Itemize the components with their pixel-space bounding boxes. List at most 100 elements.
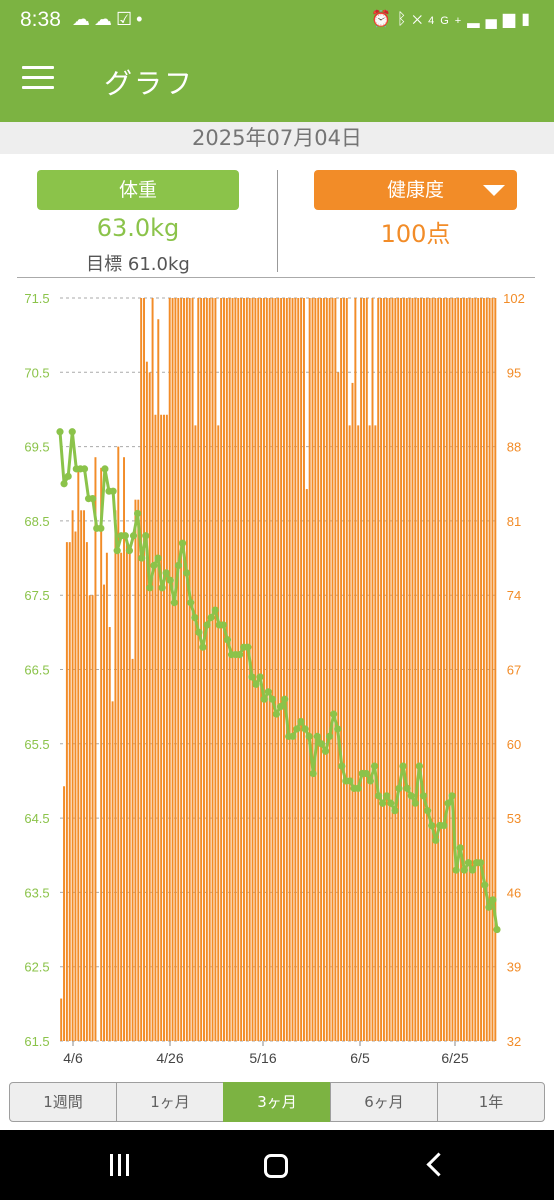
health-bar [177, 298, 180, 1041]
weight-point [142, 532, 150, 540]
weight-point [146, 584, 154, 592]
weight-point [178, 539, 187, 547]
health-bar [374, 425, 377, 1041]
health-bar [320, 298, 323, 1041]
recents-icon[interactable] [108, 1152, 132, 1176]
tab-6-months[interactable]: 6ヶ月 [330, 1082, 438, 1122]
weather-icon: ☁ [94, 9, 116, 29]
health-bar [117, 446, 120, 1042]
health-bar [200, 298, 203, 1041]
health-bar [494, 298, 497, 1041]
weight-point [187, 599, 195, 607]
health-bar [340, 298, 343, 1041]
back-icon[interactable] [424, 1152, 446, 1178]
health-bar [154, 414, 157, 1041]
y-left-tick-label: 65.5 [24, 737, 49, 752]
weight-point [444, 799, 452, 807]
check-box-icon: ☑ [116, 9, 137, 29]
battery-icon: ▮ [521, 11, 536, 28]
weight-point [362, 769, 370, 778]
weight-point [468, 866, 477, 874]
health-bar [431, 298, 434, 1041]
health-bar [242, 298, 245, 1041]
health-bar [371, 298, 374, 1041]
weight-point [195, 628, 203, 636]
home-icon[interactable] [264, 1154, 288, 1178]
health-bar [294, 298, 297, 1041]
health-bar [174, 298, 177, 1041]
cloud-icon: ☁ [72, 9, 94, 29]
health-bar [137, 499, 140, 1041]
health-bar [482, 298, 485, 1041]
health-bar [123, 457, 125, 1041]
weight-point [301, 725, 309, 733]
weight-point [464, 859, 473, 867]
health-bar [334, 298, 337, 1041]
tab-3-months[interactable]: 3ヶ月 [223, 1082, 331, 1122]
tab-1-month[interactable]: 1ヶ月 [116, 1082, 224, 1122]
weight-value: 63.0kg [96, 214, 180, 242]
hamburger-icon-line [22, 76, 54, 79]
weight-point [248, 673, 256, 681]
health-bar [382, 298, 385, 1041]
weight-point [321, 747, 330, 755]
x-tick-label: 6/25 [441, 1050, 468, 1066]
health-bar [265, 298, 268, 1041]
weight-point [383, 792, 391, 800]
weight-point [150, 561, 158, 570]
weight-point [346, 777, 354, 785]
health-bar [362, 298, 365, 1041]
recents-icon-bar [110, 1154, 113, 1176]
weight-point [411, 799, 419, 807]
tab-1-year[interactable]: 1年 [437, 1082, 545, 1122]
health-bar [188, 298, 191, 1041]
health-bar [157, 319, 160, 1041]
health-bar [462, 298, 465, 1041]
weight-button[interactable]: 体重 [37, 170, 239, 210]
health-bar [285, 298, 288, 1041]
tab-1-week[interactable]: 1週間 [9, 1082, 117, 1122]
weight-point [109, 487, 117, 495]
weight-point [440, 821, 448, 830]
health-bar [297, 298, 300, 1041]
weight-point [374, 792, 383, 800]
y-left-tick-label: 63.5 [24, 885, 49, 900]
health-bar [448, 298, 451, 1041]
health-bar [277, 298, 280, 1041]
health-bar [445, 298, 448, 1041]
health-bar [168, 298, 171, 1041]
weight-point [317, 740, 325, 748]
health-dropdown[interactable]: 健康度 [314, 170, 517, 210]
weight-point [289, 732, 297, 740]
weight-point [309, 769, 317, 778]
health-bar [83, 510, 86, 1041]
health-bar [422, 298, 425, 1041]
y-left-tick-label: 67.5 [24, 588, 49, 603]
recents-icon-bar [126, 1154, 129, 1176]
notification-icons: ☁☁☑• [72, 9, 146, 30]
y-right-tick-label: 74 [507, 588, 521, 603]
health-bar [160, 414, 163, 1041]
y-right-tick-label: 32 [507, 1034, 521, 1049]
alarm-icon: ⏰ [370, 11, 397, 28]
y-left-tick-label: 68.5 [24, 514, 49, 529]
signal-icon: ▂▄▆ [467, 11, 522, 28]
date-label: 2025年07月04日 [0, 122, 554, 154]
y-left-tick-label: 64.5 [24, 811, 49, 826]
health-bar [454, 298, 457, 1041]
health-bar [380, 298, 383, 1041]
health-bar [120, 552, 123, 1041]
health-bar [151, 298, 154, 1041]
health-bar [414, 298, 417, 1041]
health-bar [274, 298, 277, 1041]
weight-point [370, 762, 379, 770]
health-bar [225, 298, 228, 1041]
weight-point [330, 710, 338, 718]
weight-point [423, 807, 432, 815]
health-bar [134, 499, 137, 1041]
health-bar [317, 298, 320, 1041]
health-bar [63, 786, 66, 1041]
y-right-tick-label: 102 [503, 291, 525, 306]
menu-button[interactable] [22, 66, 54, 96]
weight-point [403, 784, 411, 792]
